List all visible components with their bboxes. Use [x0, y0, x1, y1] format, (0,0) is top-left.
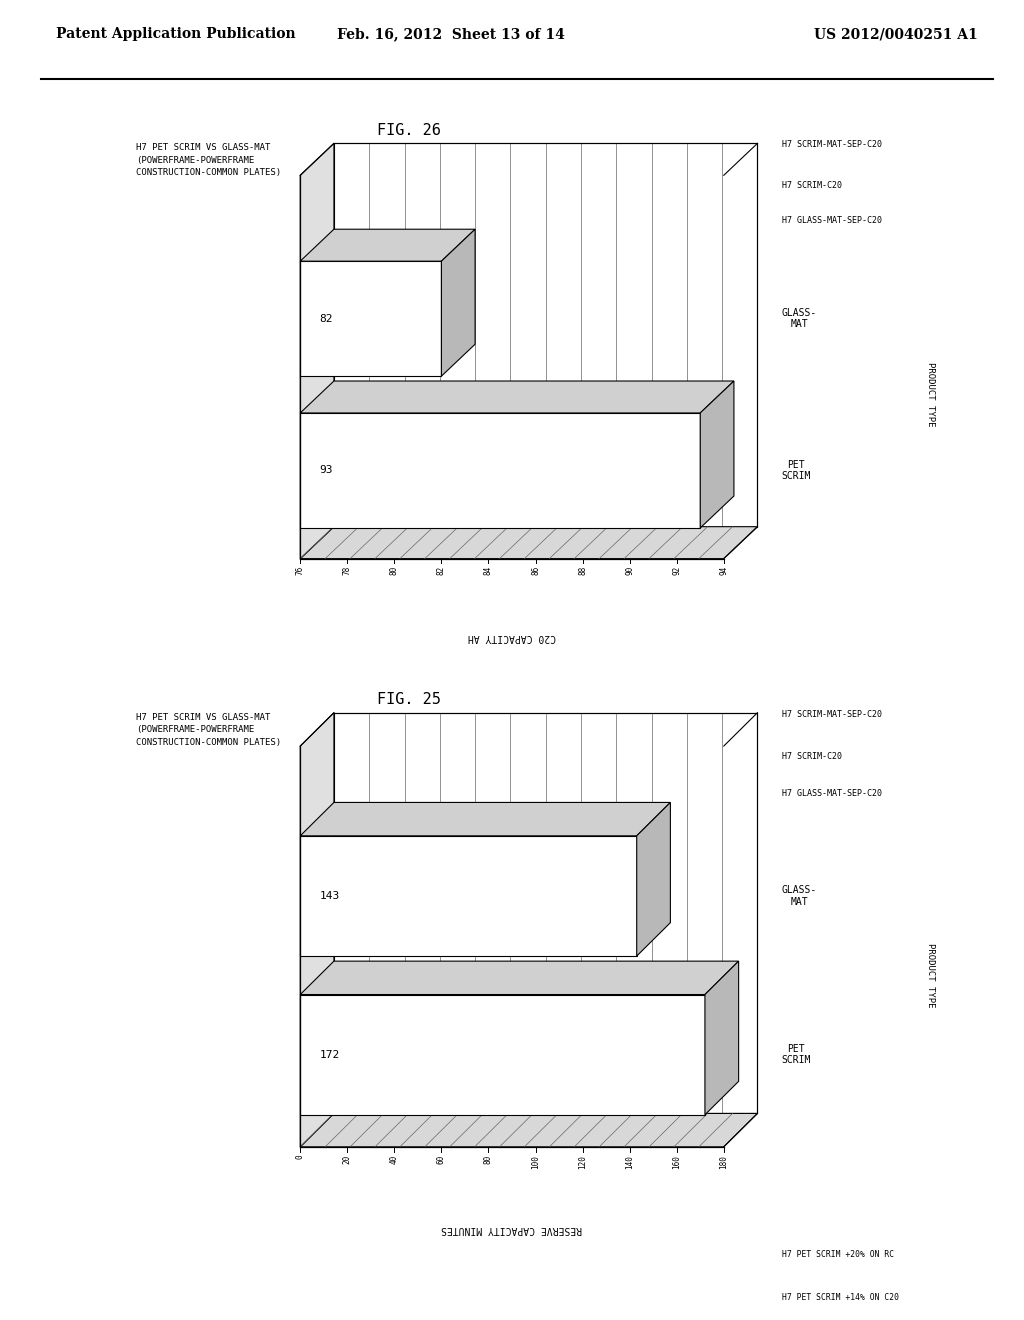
Text: H7 SCRIM-MAT-SEP-C20: H7 SCRIM-MAT-SEP-C20 [781, 710, 882, 718]
Text: H7 PET SCRIM +20% ON RC: H7 PET SCRIM +20% ON RC [781, 1250, 894, 1259]
Polygon shape [300, 961, 738, 994]
Polygon shape [300, 1114, 758, 1147]
Text: US 2012/0040251 A1: US 2012/0040251 A1 [814, 28, 978, 41]
Polygon shape [334, 713, 758, 1114]
Polygon shape [300, 713, 334, 1147]
Text: 94: 94 [719, 566, 728, 576]
Text: 40: 40 [390, 1155, 399, 1164]
Text: FIG. 25: FIG. 25 [377, 692, 441, 706]
Text: Feb. 16, 2012  Sheet 13 of 14: Feb. 16, 2012 Sheet 13 of 14 [337, 28, 564, 41]
Text: PET
SCRIM: PET SCRIM [781, 459, 811, 482]
Polygon shape [300, 803, 671, 836]
Text: 93: 93 [319, 466, 333, 475]
Text: 180: 180 [719, 1155, 728, 1168]
Polygon shape [300, 144, 334, 558]
Text: H7 GLASS-MAT-SEP-C20: H7 GLASS-MAT-SEP-C20 [781, 216, 882, 224]
Text: H7 SCRIM-C20: H7 SCRIM-C20 [781, 181, 842, 190]
Text: 172: 172 [319, 1049, 340, 1060]
Text: 84: 84 [484, 566, 493, 576]
Text: PRODUCT TYPE: PRODUCT TYPE [927, 942, 935, 1007]
Text: C20 CAPACITY AH: C20 CAPACITY AH [468, 632, 556, 642]
Polygon shape [637, 803, 671, 956]
Text: Patent Application Publication: Patent Application Publication [56, 28, 296, 41]
Text: H7 PET SCRIM VS GLASS-MAT
(POWERFRAME-POWERFRAME
CONSTRUCTION-COMMON PLATES): H7 PET SCRIM VS GLASS-MAT (POWERFRAME-PO… [136, 713, 281, 747]
Text: H7 SCRIM-MAT-SEP-C20: H7 SCRIM-MAT-SEP-C20 [781, 140, 882, 149]
Text: 92: 92 [672, 566, 681, 576]
Polygon shape [300, 230, 475, 261]
Text: PRODUCT TYPE: PRODUCT TYPE [927, 362, 935, 426]
Text: H7 PET SCRIM +14% ON C20: H7 PET SCRIM +14% ON C20 [781, 1292, 898, 1302]
Polygon shape [705, 961, 738, 1115]
Text: 20: 20 [343, 1155, 352, 1164]
Polygon shape [441, 230, 475, 376]
Text: PET
SCRIM: PET SCRIM [781, 1044, 811, 1065]
Polygon shape [300, 413, 700, 528]
Polygon shape [300, 994, 705, 1115]
Polygon shape [300, 261, 441, 376]
Text: H7 SCRIM-C20: H7 SCRIM-C20 [781, 752, 842, 762]
Text: 160: 160 [672, 1155, 681, 1168]
Text: 82: 82 [319, 314, 333, 323]
Polygon shape [300, 381, 734, 413]
Text: GLASS-
MAT: GLASS- MAT [781, 886, 817, 907]
Polygon shape [700, 381, 734, 528]
Text: 88: 88 [579, 566, 587, 576]
Text: H7 PET SCRIM VS GLASS-MAT
(POWERFRAME-POWERFRAME
CONSTRUCTION-COMMON PLATES): H7 PET SCRIM VS GLASS-MAT (POWERFRAME-PO… [136, 144, 281, 177]
Text: H7 GLASS-MAT-SEP-C20: H7 GLASS-MAT-SEP-C20 [781, 788, 882, 797]
Text: 90: 90 [625, 566, 634, 576]
Text: 140: 140 [625, 1155, 634, 1168]
Text: 80: 80 [484, 1155, 493, 1164]
Text: 60: 60 [437, 1155, 445, 1164]
Text: 100: 100 [531, 1155, 540, 1168]
Text: 76: 76 [296, 566, 305, 576]
Polygon shape [300, 527, 758, 558]
Polygon shape [334, 144, 758, 527]
Text: 0: 0 [296, 1155, 305, 1159]
Text: 82: 82 [437, 566, 445, 576]
Text: FIG. 26: FIG. 26 [377, 123, 441, 137]
Text: 143: 143 [319, 891, 340, 902]
Polygon shape [300, 836, 637, 956]
Text: RESERVE CAPACITY MINUTES: RESERVE CAPACITY MINUTES [441, 1224, 583, 1234]
Text: 80: 80 [390, 566, 399, 576]
Text: 86: 86 [531, 566, 540, 576]
Text: 120: 120 [579, 1155, 587, 1168]
Text: 78: 78 [343, 566, 352, 576]
Text: GLASS-
MAT: GLASS- MAT [781, 308, 817, 330]
